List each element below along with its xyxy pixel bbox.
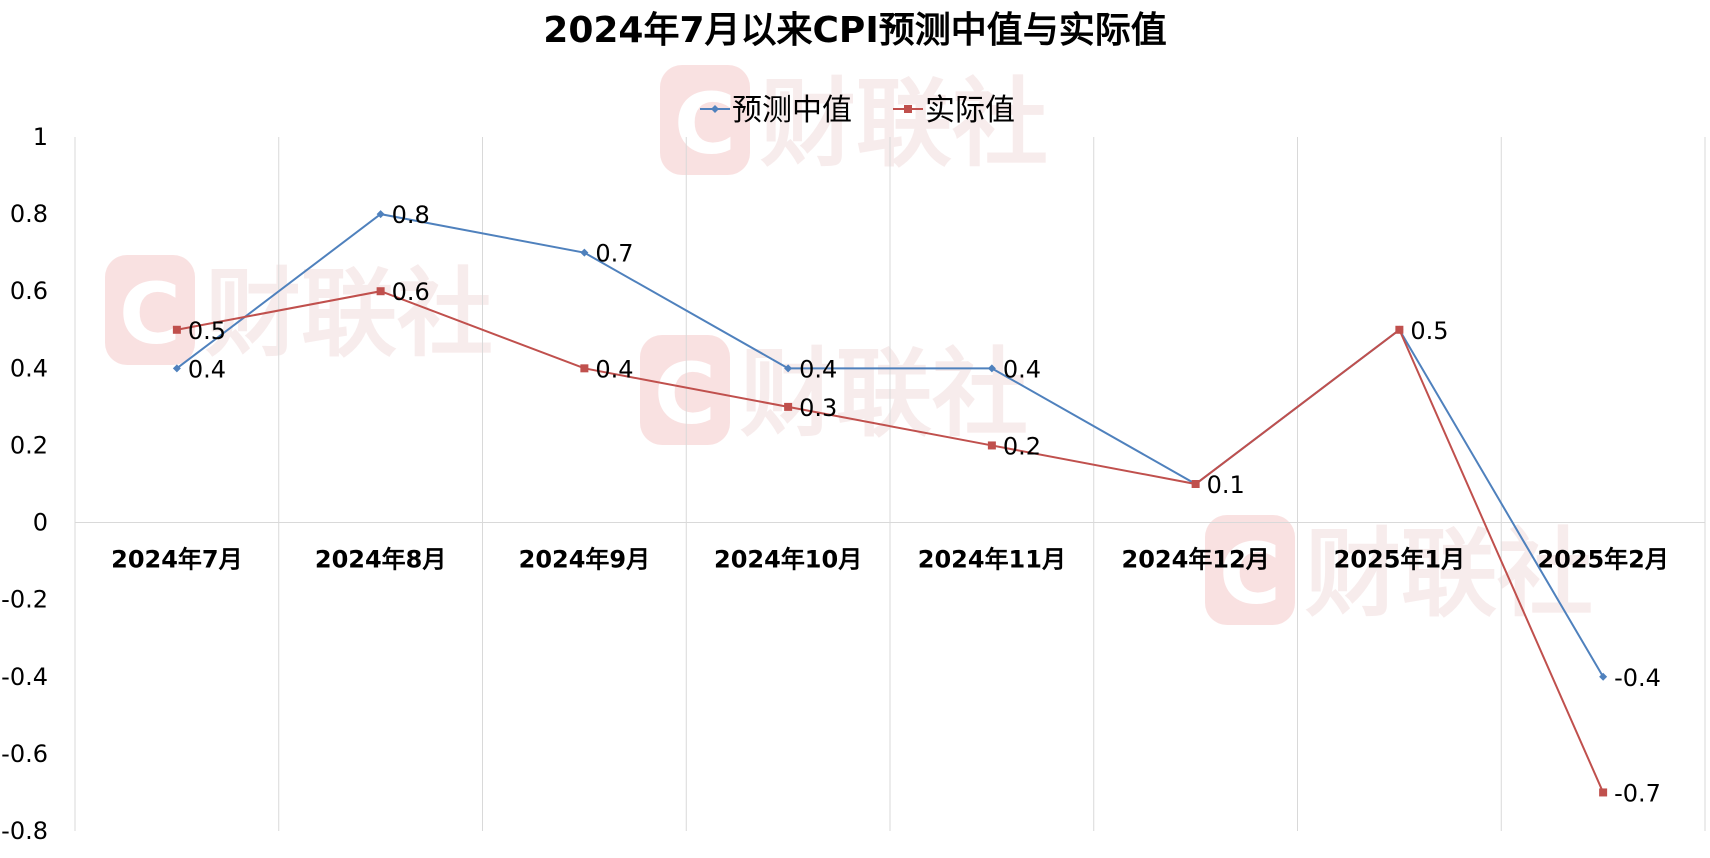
watermark-logo-glyph: C: [654, 345, 716, 443]
data-label: 0.4: [1003, 355, 1041, 383]
grid: [74, 137, 1706, 831]
series-line: [176, 290, 1605, 793]
x-tick-label: 2024年11月: [918, 546, 1066, 574]
watermark-logo-glyph: C: [674, 75, 736, 173]
data-label: 0.1: [1207, 471, 1245, 499]
chart-title: 2024年7月以来CPI预测中值与实际值: [543, 10, 1166, 51]
watermark: C 财联社: [105, 255, 493, 370]
data-point: [1191, 480, 1200, 488]
y-tick-label: -0.6: [1, 740, 48, 768]
data-label: 0.2: [1003, 432, 1041, 460]
y-tick-label: 0.8: [10, 200, 48, 228]
x-axis-ticks: 2024年7月 2024年8月 2024年9月 2024年10月 2024年11月 202…: [111, 546, 1669, 574]
legend-marker: [904, 105, 912, 113]
series-1: 0.4 0.8 0.7 0.4 0.4 0.5 -0.4: [172, 201, 1661, 692]
data-label: 0.8: [392, 201, 430, 229]
watermark-text: 财联社: [740, 338, 1028, 450]
legend-item: 实际值: [893, 93, 1015, 128]
x-tick-label: 2024年7月: [111, 546, 243, 574]
y-tick-label: -0.4: [1, 663, 48, 691]
watermark-logo-icon: [640, 335, 730, 445]
y-tick-label: 0.6: [10, 277, 48, 305]
data-point: [172, 364, 181, 373]
legend-label: 预测中值: [732, 93, 852, 128]
x-tick-label: 2024年10月: [714, 546, 862, 574]
data-label: 0.4: [595, 355, 633, 383]
data-label: 0.5: [1410, 317, 1448, 345]
data-label: 0.6: [392, 278, 430, 306]
data-point: [784, 402, 793, 411]
watermark-text: 财联社: [760, 68, 1048, 180]
data-point: [580, 248, 589, 257]
data-label: 0.4: [188, 355, 226, 383]
y-tick-label: 1: [33, 123, 48, 151]
watermark-logo-glyph: C: [1219, 525, 1281, 623]
x-tick-label: 2025年1月: [1334, 546, 1466, 574]
legend-item: 预测中值: [700, 93, 852, 128]
data-label: -0.4: [1614, 664, 1661, 692]
legend-label: 实际值: [925, 93, 1015, 128]
legend-marker: [711, 105, 719, 113]
data-point: [987, 364, 996, 373]
y-tick-label: -0.8: [1, 817, 48, 845]
data-label: -0.7: [1614, 779, 1661, 807]
data-point: [1599, 788, 1608, 797]
data-label: 0.4: [799, 355, 837, 383]
x-tick-label: 2025年2月: [1537, 546, 1669, 574]
data-label: 0.7: [595, 240, 633, 268]
y-tick-label: 0.4: [10, 354, 48, 382]
series-layer: 0.4 0.8 0.7 0.4 0.4 0.5 -0.4 0.5 0.6 0.4 0.3 0.2 0.1…: [172, 201, 1661, 807]
watermark-text: 财联社: [1305, 518, 1593, 630]
y-axis-ticks: 1 0.8 0.6 0.4 0.2 0 -0.2 -0.4 -0.6 -0.8: [1, 123, 48, 845]
data-label: 0.3: [799, 394, 837, 422]
data-point: [376, 210, 385, 219]
watermark-logo-icon: [105, 255, 195, 365]
data-point: [1599, 672, 1608, 681]
x-tick-label: 2024年12月: [1122, 546, 1270, 574]
watermark-text: 财联社: [205, 258, 493, 370]
watermark-logo-glyph: C: [119, 265, 181, 363]
series-2: 0.5 0.6 0.4 0.3 0.2 0.1 -0.7: [172, 278, 1661, 807]
data-point: [172, 325, 181, 334]
y-tick-label: 0: [33, 509, 48, 537]
data-point: [376, 287, 385, 296]
y-tick-label: 0.2: [10, 431, 48, 459]
y-tick-label: -0.2: [1, 586, 48, 614]
x-tick-label: 2024年9月: [519, 546, 651, 574]
data-point: [580, 364, 589, 373]
data-point: [987, 441, 996, 450]
watermark-logo-icon: [1205, 515, 1295, 625]
watermark-logo-icon: [660, 65, 750, 175]
watermark: C 财联社: [660, 65, 1048, 180]
data-point: [784, 364, 793, 373]
x-tick-label: 2024年8月: [315, 546, 447, 574]
data-label: 0.5: [188, 317, 226, 345]
data-point: [1395, 325, 1404, 334]
watermark: C 财联社: [640, 335, 1028, 450]
watermark: C 财联社: [1205, 515, 1593, 630]
legend: 预测中值 实际值: [700, 93, 1015, 128]
